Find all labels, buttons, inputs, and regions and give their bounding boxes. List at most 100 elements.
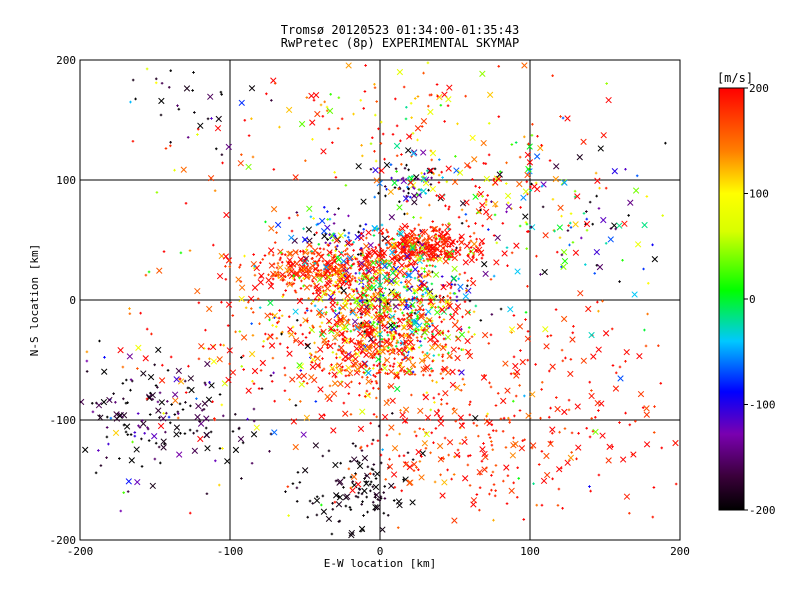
data-point-x-marker bbox=[279, 271, 286, 278]
data-point-x-marker bbox=[444, 298, 451, 305]
data-point-plus-marker bbox=[354, 444, 357, 448]
data-point-plus-marker bbox=[379, 461, 383, 465]
data-point-plus-marker bbox=[340, 251, 343, 254]
data-point-plus-marker bbox=[415, 317, 419, 320]
data-point-plus-marker bbox=[380, 223, 384, 227]
data-point-plus-marker bbox=[425, 169, 429, 173]
data-point-plus-marker bbox=[621, 258, 624, 262]
data-point-plus-marker bbox=[475, 424, 479, 427]
data-point-plus-marker bbox=[119, 509, 123, 513]
data-point-plus-marker bbox=[365, 299, 369, 303]
chart-subtitle: RwPretec (8p) EXPERIMENTAL SKYMAP bbox=[280, 36, 520, 50]
data-point-plus-marker bbox=[646, 312, 649, 316]
data-point-x-marker bbox=[492, 200, 499, 208]
data-point-x-marker bbox=[206, 305, 213, 313]
data-point-plus-marker bbox=[300, 279, 303, 283]
data-point-plus-marker bbox=[591, 222, 594, 226]
data-point-plus-marker bbox=[275, 231, 278, 234]
data-point-plus-marker bbox=[352, 289, 355, 293]
data-point-plus-marker bbox=[506, 474, 510, 478]
data-point-plus-marker bbox=[371, 500, 375, 504]
data-point-plus-marker bbox=[370, 316, 374, 319]
data-point-x-marker bbox=[245, 387, 252, 394]
data-point-plus-marker bbox=[411, 356, 415, 359]
data-point-plus-marker bbox=[173, 168, 176, 172]
data-point-x-marker bbox=[585, 305, 592, 313]
data-point-plus-marker bbox=[129, 433, 133, 436]
data-point-plus-marker bbox=[114, 400, 117, 404]
data-point-plus-marker bbox=[315, 289, 318, 292]
data-point-plus-marker bbox=[281, 295, 284, 298]
data-point-x-marker bbox=[317, 386, 324, 393]
data-point-x-marker bbox=[240, 334, 248, 341]
data-point-plus-marker bbox=[407, 350, 410, 354]
data-point-plus-marker bbox=[285, 282, 289, 286]
data-point-plus-marker bbox=[371, 332, 374, 336]
data-point-plus-marker bbox=[383, 485, 387, 488]
data-point-x-marker bbox=[321, 290, 328, 297]
data-point-plus-marker bbox=[260, 387, 264, 390]
data-point-plus-marker bbox=[360, 232, 363, 235]
data-point-plus-marker bbox=[320, 274, 324, 278]
data-point-plus-marker bbox=[426, 273, 429, 277]
data-point-plus-marker bbox=[287, 332, 291, 335]
data-point-plus-marker bbox=[371, 367, 375, 370]
data-point-x-marker bbox=[378, 255, 386, 262]
data-point-plus-marker bbox=[598, 186, 601, 190]
data-point-plus-marker bbox=[312, 252, 316, 256]
data-point-plus-marker bbox=[136, 367, 139, 370]
data-point-x-marker bbox=[194, 287, 201, 295]
data-point-plus-marker bbox=[357, 316, 360, 319]
data-point-x-marker bbox=[204, 360, 211, 368]
data-point-plus-marker bbox=[391, 268, 394, 271]
data-point-plus-marker bbox=[376, 322, 379, 326]
data-point-plus-marker bbox=[419, 300, 423, 304]
data-point-plus-marker bbox=[601, 299, 604, 303]
data-point-x-marker bbox=[251, 367, 259, 375]
data-point-x-marker bbox=[480, 374, 488, 381]
data-point-plus-marker bbox=[394, 251, 397, 254]
data-point-plus-marker bbox=[94, 471, 98, 475]
data-point-x-marker bbox=[224, 458, 231, 465]
data-point-x-marker bbox=[520, 194, 527, 201]
data-point-x-marker bbox=[142, 355, 149, 362]
data-point-x-marker bbox=[325, 317, 333, 325]
data-point-plus-marker bbox=[359, 247, 363, 250]
data-point-plus-marker bbox=[428, 373, 432, 377]
y-tick-label: -200 bbox=[50, 534, 77, 547]
data-point-plus-marker bbox=[423, 270, 426, 273]
data-point-plus-marker bbox=[103, 356, 106, 359]
data-point-plus-marker bbox=[401, 250, 404, 253]
data-point-plus-marker bbox=[413, 291, 416, 295]
data-point-plus-marker bbox=[432, 441, 435, 445]
data-point-plus-marker bbox=[455, 246, 458, 250]
data-point-plus-marker bbox=[446, 242, 450, 246]
data-point-x-marker bbox=[383, 399, 390, 407]
data-point-x-marker bbox=[298, 381, 305, 388]
data-point-x-marker bbox=[299, 271, 307, 278]
data-point-plus-marker bbox=[387, 346, 390, 349]
data-point-x-marker bbox=[577, 290, 584, 297]
data-point-x-marker bbox=[339, 304, 347, 311]
data-point-plus-marker bbox=[492, 483, 496, 486]
data-point-plus-marker bbox=[419, 188, 423, 192]
data-point-plus-marker bbox=[155, 191, 159, 194]
data-point-plus-marker bbox=[386, 513, 390, 517]
data-point-plus-marker bbox=[222, 343, 226, 347]
data-point-plus-marker bbox=[374, 311, 378, 314]
data-point-x-marker bbox=[453, 167, 460, 174]
data-point-plus-marker bbox=[569, 212, 573, 215]
data-point-plus-marker bbox=[385, 243, 388, 247]
data-point-x-marker bbox=[409, 243, 416, 250]
data-point-plus-marker bbox=[122, 491, 125, 494]
data-point-plus-marker bbox=[570, 431, 574, 435]
data-point-x-marker bbox=[471, 240, 478, 248]
data-point-x-marker bbox=[155, 407, 162, 414]
data-point-x-marker bbox=[292, 174, 299, 181]
data-point-x-marker bbox=[381, 273, 389, 280]
data-point-plus-marker bbox=[375, 415, 378, 419]
data-point-plus-marker bbox=[494, 429, 498, 433]
data-point-x-marker bbox=[309, 363, 316, 371]
